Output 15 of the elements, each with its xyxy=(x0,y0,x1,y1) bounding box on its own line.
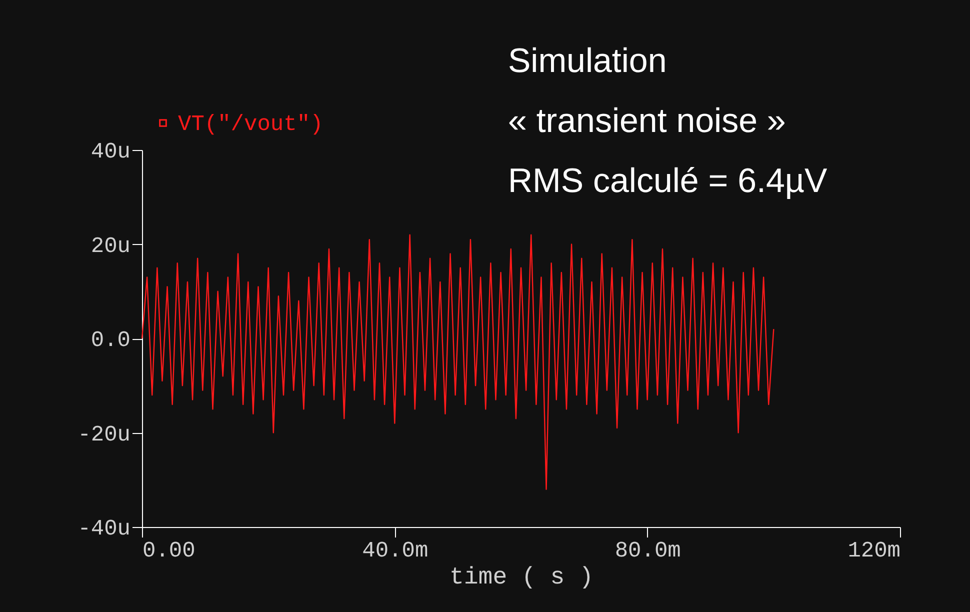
line-series xyxy=(141,234,774,490)
y-tick-label: 0.0 xyxy=(90,328,130,353)
y-tick-label: 40u xyxy=(90,140,130,164)
x-tick-label: 0.00 xyxy=(142,538,196,564)
x-tick-label: 40.0m xyxy=(362,538,428,564)
x-axis-title: time ( s ) xyxy=(449,564,594,592)
x-tick-label: 120m xyxy=(848,538,900,564)
text: « transient noise » xyxy=(508,102,786,140)
text: Simulation xyxy=(508,42,667,80)
legend-label: VT("/vout") xyxy=(178,112,324,137)
y-tick-label: -20u xyxy=(78,422,130,448)
y-tick-label: 20u xyxy=(90,234,130,259)
y-tick-label: -40u xyxy=(78,516,130,542)
annotation: RMS calculé = 6.4µV xyxy=(508,162,828,200)
x-tick-label: 80.0m xyxy=(614,538,681,564)
